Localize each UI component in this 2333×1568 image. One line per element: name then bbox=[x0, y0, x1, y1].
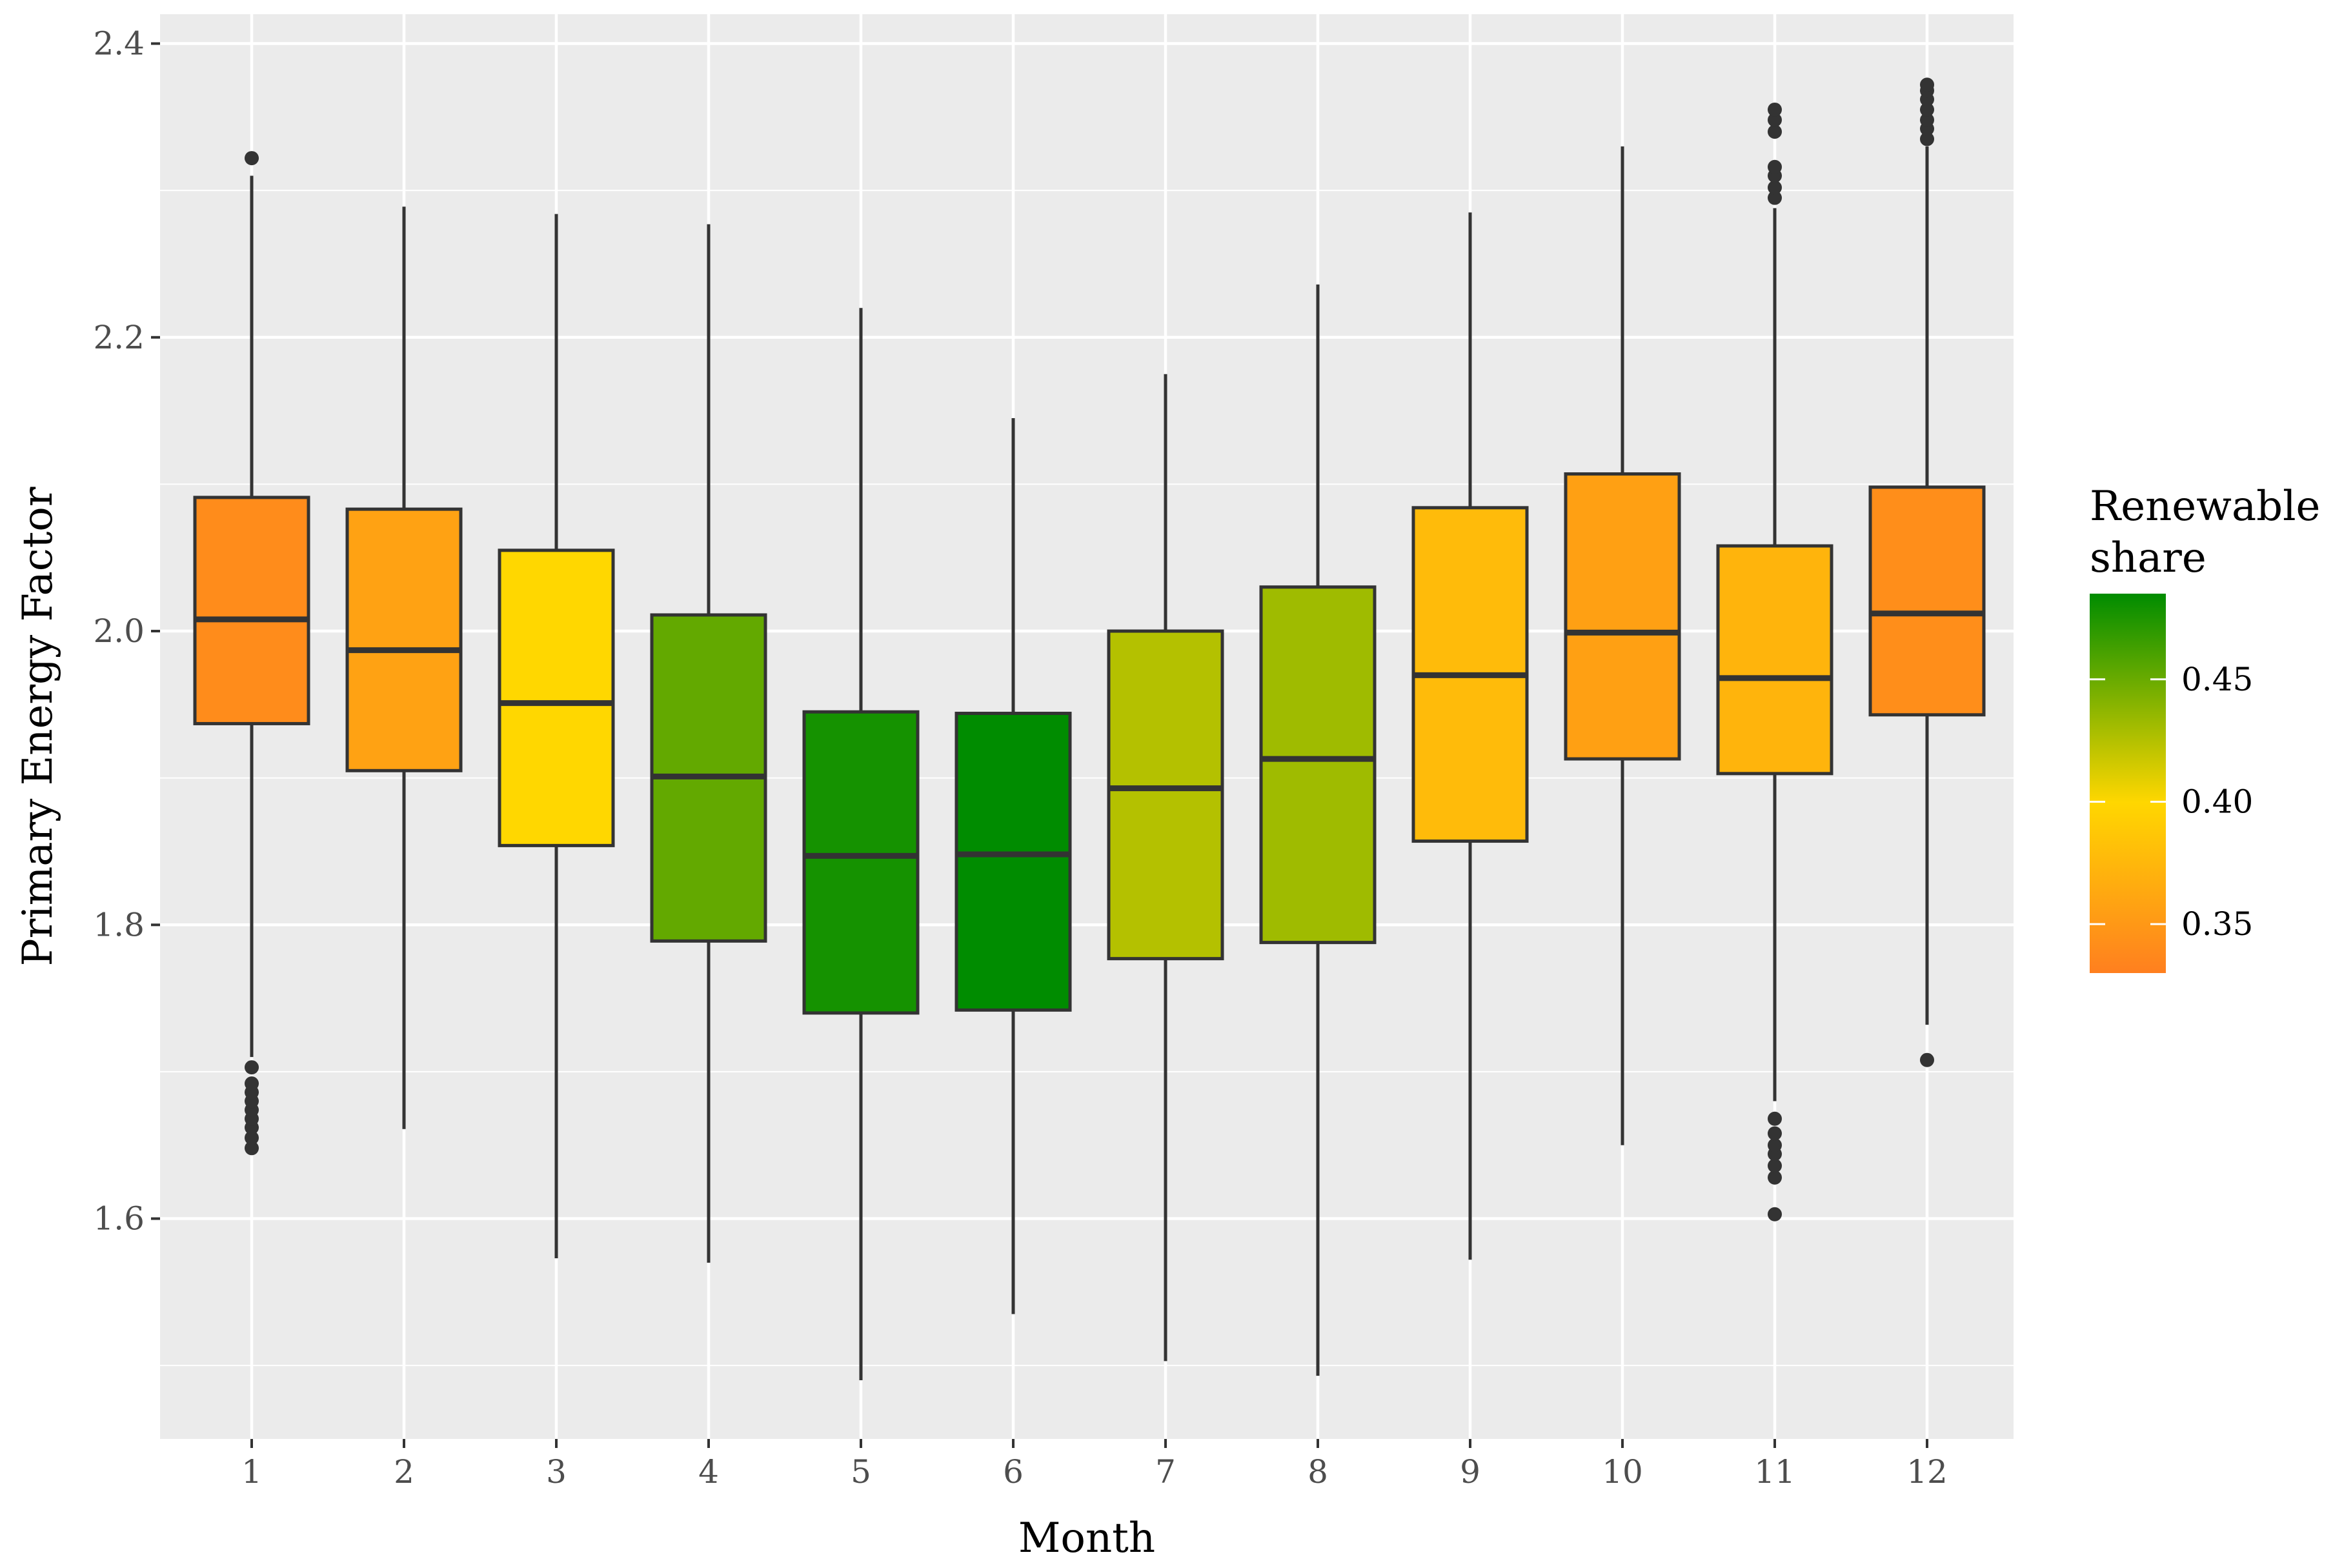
legend-ticks: 0.35 0.40 0.45 bbox=[2090, 661, 2253, 943]
legend-tick-label: 0.45 bbox=[2181, 661, 2253, 698]
box-month-7 bbox=[1107, 374, 1224, 1362]
box-month-1 bbox=[193, 151, 310, 1156]
legend-tick-label: 0.35 bbox=[2181, 905, 2253, 943]
x-tick-label: 9 bbox=[1460, 1453, 1480, 1491]
box-body bbox=[1716, 544, 1833, 776]
legend-tick-label: 0.40 bbox=[2181, 783, 2253, 820]
outlier-point bbox=[1768, 180, 1782, 195]
box-body bbox=[498, 548, 615, 847]
box-month-10 bbox=[1564, 146, 1681, 1145]
x-tick-label: 4 bbox=[698, 1453, 719, 1491]
y-tick-label: 1.8 bbox=[93, 906, 145, 943]
minor-gridlines bbox=[160, 190, 2014, 1367]
outlier-point bbox=[1768, 1138, 1782, 1152]
x-tick-label: 12 bbox=[1906, 1453, 1948, 1491]
y-tick-label: 2.2 bbox=[93, 319, 145, 356]
outlier-point bbox=[245, 151, 259, 166]
outlier-point bbox=[245, 1060, 259, 1075]
outlier-point bbox=[1768, 1207, 1782, 1221]
x-tick-label: 2 bbox=[394, 1453, 414, 1491]
box-month-8 bbox=[1259, 284, 1377, 1376]
box-body bbox=[1259, 585, 1377, 945]
x-tick-label: 5 bbox=[851, 1453, 871, 1491]
plot-panel bbox=[160, 14, 2014, 1439]
box-body bbox=[1107, 629, 1224, 961]
box-month-6 bbox=[954, 417, 1072, 1314]
box-body bbox=[1564, 472, 1681, 761]
x-tick-label: 11 bbox=[1754, 1453, 1795, 1491]
box-month-3 bbox=[498, 214, 615, 1259]
box-month-12 bbox=[1868, 77, 1986, 1067]
outlier-point bbox=[1768, 125, 1782, 139]
outlier-point bbox=[1768, 1158, 1782, 1173]
outlier-point bbox=[1768, 190, 1782, 205]
box-month-5 bbox=[802, 308, 920, 1380]
outlier-point bbox=[1768, 1111, 1782, 1126]
legend-colorbar bbox=[2090, 594, 2166, 973]
y-tick-label: 2.0 bbox=[93, 612, 145, 650]
box-body bbox=[802, 710, 920, 1015]
box-body bbox=[954, 712, 1072, 1012]
box-month-2 bbox=[345, 206, 463, 1129]
box-month-4 bbox=[650, 224, 767, 1263]
y-tick-label: 1.6 bbox=[93, 1200, 145, 1238]
outlier-point bbox=[245, 1076, 259, 1091]
outlier-point bbox=[1920, 102, 1934, 117]
outlier-point bbox=[1768, 159, 1782, 174]
outlier-point bbox=[1768, 112, 1782, 127]
y-axis: 1.6 1.8 2.0 2.2 2.4 bbox=[93, 25, 160, 1238]
y-tick-label: 2.4 bbox=[93, 25, 145, 63]
outlier-point bbox=[1768, 1126, 1782, 1141]
x-tick-label: 7 bbox=[1155, 1453, 1176, 1491]
color-legend: Renewable share 0.35 0.40 0.45 bbox=[2090, 483, 2320, 973]
outlier-point bbox=[1768, 1170, 1782, 1185]
box-body bbox=[345, 507, 463, 772]
box-month-11 bbox=[1716, 102, 1833, 1221]
x-tick-label: 1 bbox=[241, 1453, 262, 1491]
x-axis-title: Month bbox=[1018, 1514, 1155, 1562]
outlier-point bbox=[1920, 112, 1934, 127]
outlier-point bbox=[245, 1131, 259, 1145]
box-body bbox=[1868, 485, 1986, 717]
x-tick-label: 8 bbox=[1308, 1453, 1328, 1491]
box-month-9 bbox=[1411, 212, 1529, 1260]
outlier-point bbox=[1920, 132, 1934, 146]
legend-title-line-1: Renewable bbox=[2090, 483, 2320, 530]
outlier-point bbox=[1768, 102, 1782, 117]
x-axis: 1 2 3 4 5 6 7 8 9 10 11 12 bbox=[241, 1439, 1948, 1491]
box-body bbox=[193, 496, 310, 725]
x-tick-label: 10 bbox=[1602, 1453, 1643, 1491]
legend-title-line-2: share bbox=[2090, 534, 2207, 582]
box-series bbox=[193, 77, 1986, 1380]
x-tick-label: 6 bbox=[1003, 1453, 1024, 1491]
outlier-point bbox=[245, 1141, 259, 1156]
y-axis-title: Primary Energy Factor bbox=[14, 487, 62, 966]
outlier-point bbox=[1920, 1052, 1934, 1067]
x-tick-label: 3 bbox=[546, 1453, 567, 1491]
outlier-point bbox=[1920, 77, 1934, 92]
